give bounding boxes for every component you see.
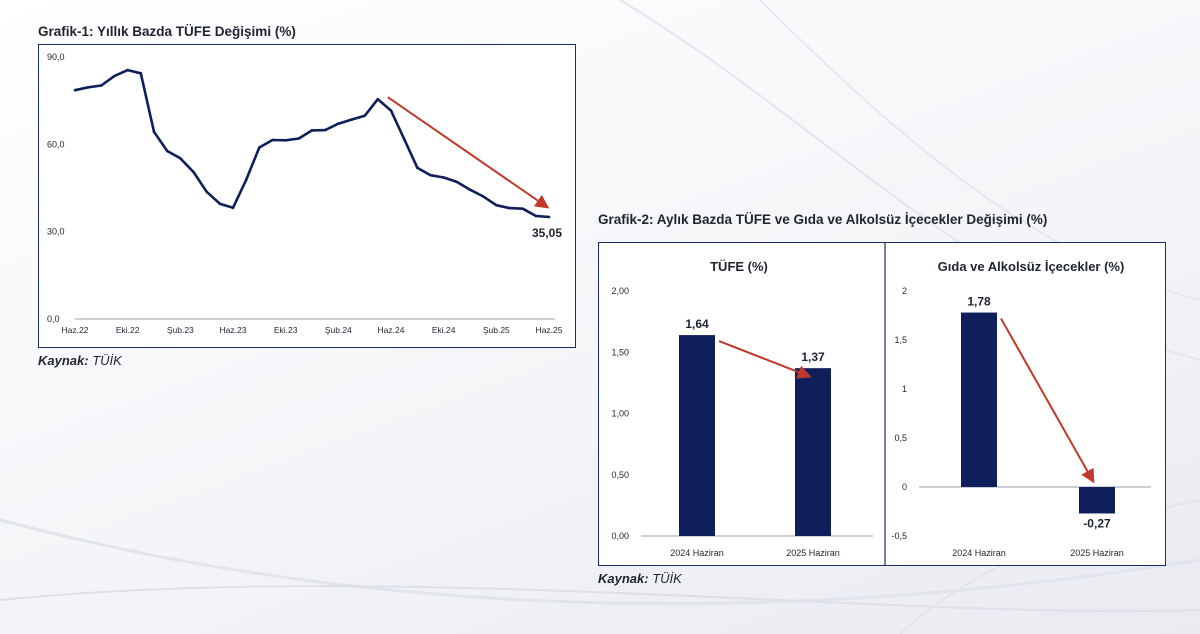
data-point — [389, 109, 393, 112]
chart1-svg: 0,0 30,0 60,0 90,0 Haz.22 Eki.22 Şub.23 Haz.23 E… — [47, 52, 563, 335]
chart2-panel: TÜFE (%) 0,00 0,50 1,00 1,50 2,00 1,64 2024 Haz… — [598, 242, 1166, 566]
data-point — [481, 195, 485, 198]
y-tick-label: 1,50 — [611, 347, 629, 357]
data-point — [244, 178, 248, 182]
x-tick-label: 2025 Haziran — [786, 548, 840, 558]
y-tick-label: 0,00 — [611, 531, 629, 541]
x-tick-label: Şub.24 — [325, 325, 352, 335]
x-tick-label: Haz.24 — [378, 325, 405, 335]
data-point — [534, 214, 538, 218]
chart1-panel: 0,0 30,0 60,0 90,0 Haz.22 Eki.22 Şub.23 Haz.23 E… — [38, 44, 576, 348]
chart1-source-text: TÜİK — [92, 353, 122, 368]
data-point — [310, 129, 314, 132]
x-tick-label: Haz.25 — [536, 325, 563, 335]
data-point — [323, 128, 327, 132]
y-tick-label: -0,5 — [891, 531, 907, 541]
chart2-source: Kaynak: TÜİK — [598, 571, 682, 586]
data-point — [139, 72, 143, 75]
bar — [961, 312, 997, 487]
x-tick-label: Eki.23 — [274, 325, 298, 335]
x-tick-label: Şub.23 — [167, 325, 194, 335]
panel-title: TÜFE (%) — [710, 259, 768, 274]
data-point — [442, 176, 445, 179]
data-point — [113, 74, 116, 78]
bar-value-label: 1,37 — [801, 350, 825, 364]
chart2-source-label: Kaynak: — [598, 571, 649, 586]
chart1-source-label: Kaynak: — [38, 353, 89, 368]
data-point — [376, 97, 380, 101]
data-point — [297, 137, 301, 140]
x-tick-label: Haz.22 — [62, 325, 89, 335]
x-tick-label: Eki.24 — [432, 325, 456, 335]
data-point — [284, 138, 287, 142]
trend-arrow — [387, 96, 550, 209]
y-tick-label: 2,00 — [611, 286, 629, 296]
data-point — [508, 206, 511, 210]
bar — [795, 368, 831, 536]
trend-arrow — [1000, 318, 1095, 484]
chart2-source-text: TÜİK — [652, 571, 682, 586]
x-tick-label: Eki.22 — [116, 325, 140, 335]
bar — [679, 335, 715, 536]
x-tick-label: 2024 Haziran — [670, 548, 724, 558]
data-point — [100, 84, 103, 87]
data-point — [350, 118, 353, 121]
y-tick-label: 0 — [902, 482, 907, 492]
data-point — [547, 215, 551, 219]
last-value-label: 35,05 — [532, 226, 562, 240]
chart2-title: Grafik-2: Aylık Bazda TÜFE ve Gıda ve Al… — [598, 212, 1048, 227]
y-tick-label: 90,0 — [47, 52, 65, 62]
data-point — [73, 88, 77, 92]
data-point — [192, 170, 195, 174]
y-tick-label: 60,0 — [47, 139, 65, 149]
data-point — [416, 166, 419, 170]
data-point — [218, 202, 222, 206]
data-point — [258, 146, 261, 149]
data-point — [86, 85, 90, 89]
data-point — [152, 130, 156, 134]
data-point — [337, 122, 340, 125]
trend-arrow — [718, 340, 812, 379]
bar-value-label: 1,64 — [685, 317, 709, 331]
bar — [1079, 487, 1115, 514]
data-point — [495, 203, 498, 207]
cpi-line — [74, 68, 550, 219]
data-point — [455, 180, 459, 184]
data-point — [126, 68, 129, 72]
data-point — [179, 157, 182, 160]
y-tick-label: 0,50 — [611, 470, 629, 480]
x-tick-label: Haz.23 — [220, 325, 247, 335]
chart1-title: Grafik-1: Yıllık Bazda TÜFE Değişimi (%) — [38, 24, 296, 39]
panel-title: Gıda ve Alkolsüz İçecekler (%) — [938, 259, 1125, 274]
data-point — [231, 206, 235, 210]
bar-value-label: -0,27 — [1083, 516, 1111, 530]
x-tick-label: 2025 Haziran — [1070, 548, 1124, 558]
data-point — [429, 173, 432, 177]
y-tick-label: 30,0 — [47, 227, 65, 237]
y-tick-label: 0,5 — [894, 433, 907, 443]
data-point — [271, 138, 274, 142]
data-point — [468, 188, 472, 192]
bar-value-label: 1,78 — [967, 295, 991, 309]
data-point — [165, 149, 169, 153]
y-tick-label: 1,5 — [894, 335, 907, 345]
x-tick-label: Şub.25 — [483, 325, 510, 335]
y-tick-label: 1,00 — [611, 409, 629, 419]
y-tick-label: 1 — [902, 384, 907, 394]
data-point — [402, 137, 406, 141]
data-point — [205, 190, 208, 194]
y-tick-label: 0,0 — [47, 314, 60, 324]
y-tick-label: 2 — [902, 286, 907, 296]
chart1-source: Kaynak: TÜİK — [38, 353, 122, 368]
x-tick-label: 2024 Haziran — [952, 548, 1006, 558]
data-point — [363, 114, 366, 118]
data-point — [521, 207, 524, 210]
